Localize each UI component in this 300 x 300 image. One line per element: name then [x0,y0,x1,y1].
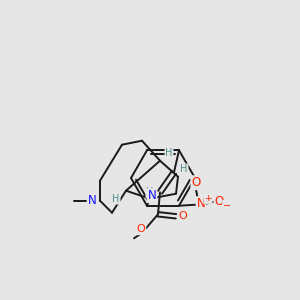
Text: N: N [148,189,156,202]
Text: O: O [191,176,201,189]
Text: +: + [204,194,212,203]
Text: H: H [146,187,154,197]
Text: O: O [214,195,224,208]
Text: H: H [165,148,173,158]
Text: −: − [223,201,231,211]
Text: N: N [196,197,206,210]
Text: H: H [112,194,120,204]
Text: O: O [136,224,146,234]
Text: O: O [178,211,188,221]
Text: N: N [88,194,96,207]
Text: H: H [180,164,188,174]
